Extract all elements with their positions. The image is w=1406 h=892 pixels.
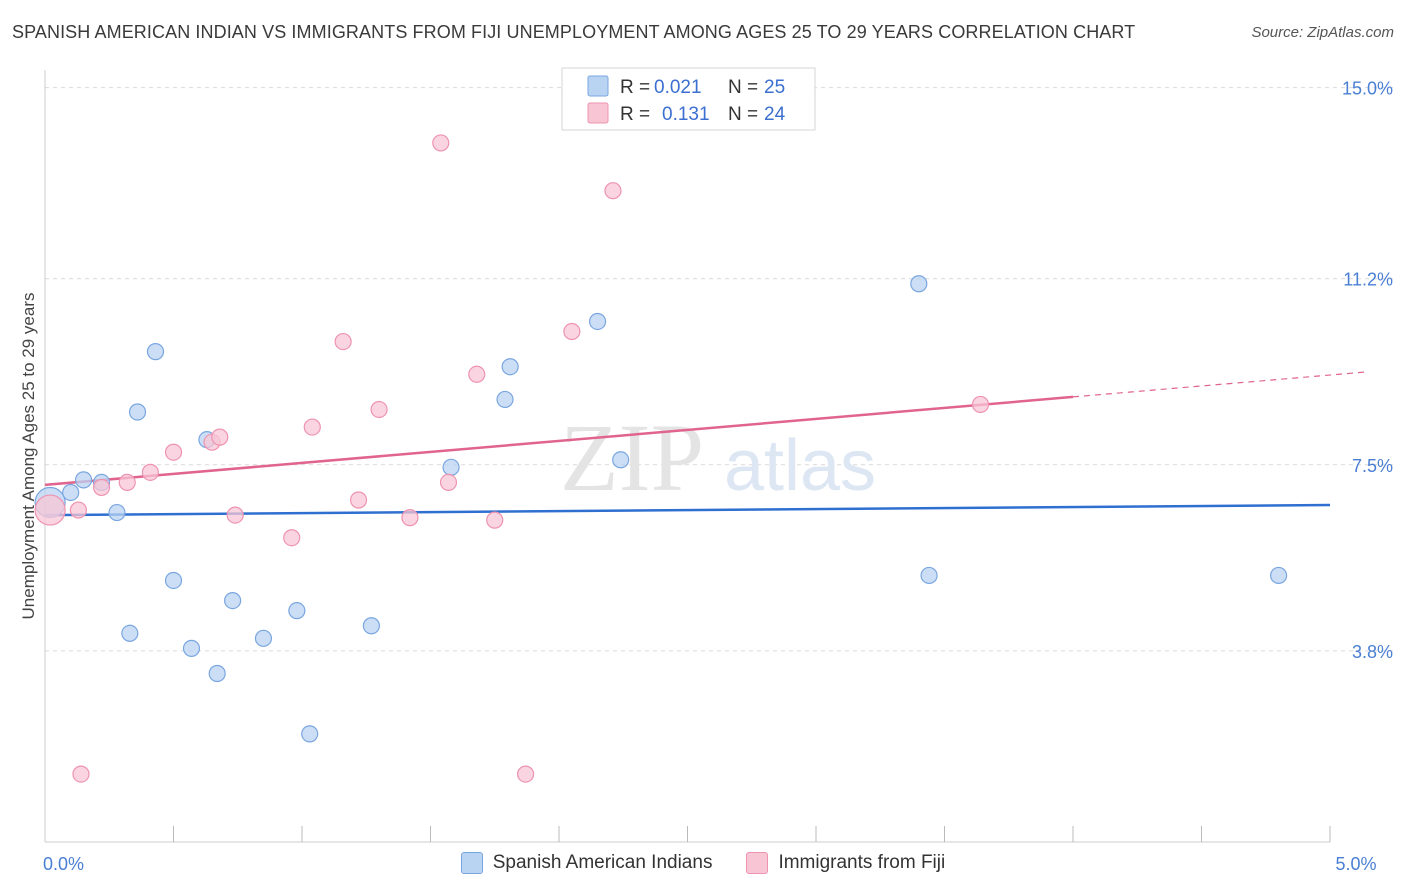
point-immigrants-from-fiji-13 xyxy=(370,400,388,419)
point-spanish-american-indians-2 xyxy=(74,471,93,489)
trend-line-immigrants-from-fiji-1 xyxy=(44,395,1074,487)
point-immigrants-from-fiji-17 xyxy=(468,365,486,383)
grid-lines xyxy=(45,87,1395,652)
watermark-zip: ZIP xyxy=(560,404,704,511)
point-spanish-american-indians-7 xyxy=(182,639,201,657)
legend-n-label-2: N = xyxy=(728,104,758,125)
point-immigrants-from-fiji-4 xyxy=(141,463,159,481)
point-spanish-american-indians-10 xyxy=(224,591,242,610)
point-spanish-american-indians-4 xyxy=(108,503,126,522)
x-tick-label-0: 0.0% xyxy=(43,854,84,874)
point-immigrants-from-fiji-22 xyxy=(971,395,990,414)
watermark-atlas: atlas xyxy=(724,426,876,506)
chart-title: SPANISH AMERICAN INDIAN VS IMMIGRANTS FR… xyxy=(12,22,1136,42)
point-immigrants-from-fiji-16 xyxy=(439,473,458,492)
point-spanish-american-indians-16 xyxy=(496,390,514,409)
point-spanish-american-indians-23 xyxy=(128,403,147,421)
series-legend: Spanish American Indians Immigrants from… xyxy=(0,852,1406,874)
point-spanish-american-indians-20 xyxy=(910,275,928,293)
point-immigrants-from-fiji-18 xyxy=(486,511,504,529)
legend-item-spanish-american-indians: Spanish American Indians xyxy=(460,852,713,874)
point-immigrants-from-fiji-9 xyxy=(283,529,301,547)
trend-lines xyxy=(44,371,1369,517)
trend-line-immigrants-from-fiji-2 xyxy=(1072,371,1369,398)
point-immigrants-from-fiji-12 xyxy=(349,491,368,509)
y-tick-label-2: 11.2% xyxy=(1343,270,1393,290)
legend-label-immigrants-from-fiji: Immigrants from Fiji xyxy=(778,852,946,873)
legend-swatch-blue xyxy=(587,75,609,97)
legend-r-label-1: R = xyxy=(620,77,650,98)
point-immigrants-from-fiji-23 xyxy=(72,765,90,783)
point-spanish-american-indians-9 xyxy=(208,664,226,683)
point-immigrants-from-fiji-2 xyxy=(92,478,111,497)
watermark: ZIP atlas xyxy=(560,404,876,511)
point-immigrants-from-fiji-3 xyxy=(118,473,136,492)
legend-r-label-2: R = xyxy=(620,104,650,125)
x-tick-label-1: 5.0% xyxy=(1335,854,1376,874)
point-spanish-american-indians-21 xyxy=(920,566,938,585)
point-immigrants-from-fiji-10 xyxy=(303,418,321,436)
legend-swatch-pink xyxy=(587,102,609,124)
point-immigrants-from-fiji-15 xyxy=(432,134,450,152)
point-spanish-american-indians-15 xyxy=(442,458,460,476)
point-spanish-american-indians-14 xyxy=(362,617,380,635)
source-credit: Source: ZipAtlas.com xyxy=(1251,24,1394,41)
trend-line-spanish-american-indians-0 xyxy=(44,503,1331,517)
point-immigrants-from-fiji-5 xyxy=(164,443,183,461)
point-spanish-american-indians-17 xyxy=(501,358,519,376)
point-spanish-american-indians-5 xyxy=(121,624,139,642)
point-immigrants-from-fiji-8 xyxy=(226,506,244,524)
legend-r-value-1: 0.021 xyxy=(654,77,702,98)
y-tick-label-0: 3.8% xyxy=(1352,642,1393,662)
y-tick-label-1: 7.5% xyxy=(1352,456,1393,476)
point-immigrants-from-fiji-0 xyxy=(34,494,66,526)
data-points xyxy=(34,134,1288,783)
axes xyxy=(44,70,1331,843)
point-immigrants-from-fiji-21 xyxy=(604,182,622,200)
legend-item-immigrants-from-fiji: Immigrants from Fiji xyxy=(746,852,945,874)
point-spanish-american-indians-1 xyxy=(62,483,80,502)
legend-swatch-immigrants-from-fiji xyxy=(746,852,769,874)
point-spanish-american-indians-24 xyxy=(164,571,183,590)
y-tick-label-3: 15.0% xyxy=(1342,79,1393,99)
point-immigrants-from-fiji-19 xyxy=(516,765,535,783)
point-spanish-american-indians-22 xyxy=(1269,566,1288,585)
point-spanish-american-indians-6 xyxy=(146,343,165,361)
point-immigrants-from-fiji-14 xyxy=(401,509,419,527)
legend-label-spanish-american-indians: Spanish American Indians xyxy=(492,852,713,873)
point-spanish-american-indians-11 xyxy=(254,629,273,647)
legend-n-value-2: 24 xyxy=(764,104,786,125)
legend-n-value-1: 25 xyxy=(764,77,785,98)
point-immigrants-from-fiji-20 xyxy=(563,322,581,341)
point-spanish-american-indians-12 xyxy=(288,602,306,620)
point-spanish-american-indians-19 xyxy=(612,451,630,469)
legend-n-label-1: N = xyxy=(728,77,758,98)
legend-swatch-spanish-american-indians xyxy=(460,852,483,874)
legend-r-value-2: 0.131 xyxy=(662,104,710,125)
tick-labels: 3.8% 7.5% 11.2% 15.0% 0.0% 5.0% xyxy=(43,79,1393,874)
point-immigrants-from-fiji-1 xyxy=(69,501,88,519)
point-immigrants-from-fiji-7 xyxy=(211,428,229,446)
point-spanish-american-indians-18 xyxy=(588,312,607,331)
stats-legend: R = 0.021 N = 25 R = 0.131 N = 24 xyxy=(561,67,816,131)
point-spanish-american-indians-13 xyxy=(301,725,319,743)
y-axis-label: Unemployment Among Ages 25 to 29 years xyxy=(19,293,38,620)
point-immigrants-from-fiji-11 xyxy=(334,332,352,351)
